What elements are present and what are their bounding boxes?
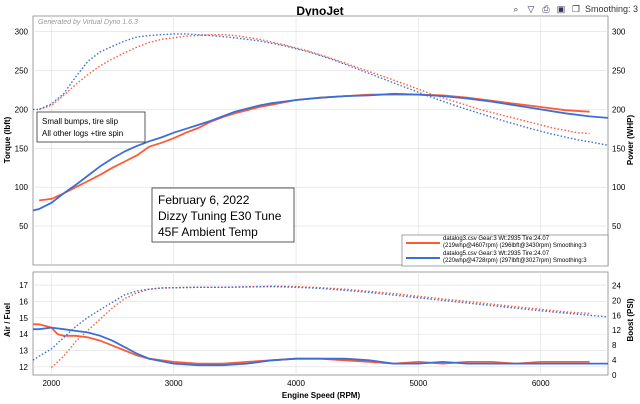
torque-tick-label: 300	[15, 28, 29, 37]
power-tick-label: 200	[612, 105, 626, 114]
legend-label-datalog5: datalog5.csv Gear:3 Wt:2935 Tire:24.07	[443, 251, 550, 257]
x-tick-label: 6000	[532, 379, 550, 388]
air-fuel-tick-label: 12	[19, 363, 28, 372]
power-tick-label: 250	[612, 66, 626, 75]
tire-slip-note-line1: Small bumps, tire slip	[42, 117, 119, 126]
torque-tick-label: 50	[19, 222, 28, 231]
boost-tick-label: 0	[612, 371, 617, 380]
air-fuel-line-datalog3	[33, 323, 590, 365]
air-fuel-tick-label: 16	[19, 297, 28, 306]
toolbar: ⌕ ▽ ⎙ ▣ ❐ Smoothing: 3	[510, 2, 638, 16]
legend-detail-datalog5: (220whp@4728rpm) (297lbft@3027rpm) Smoot…	[443, 258, 587, 264]
torque-line-datalog3	[38, 34, 590, 135]
power-tick-label: 50	[612, 222, 621, 231]
top-plot-series	[32, 33, 609, 212]
x-tick-label: 2000	[42, 379, 60, 388]
power-line-datalog5	[32, 92, 609, 212]
torque-tick-label: 200	[15, 105, 29, 114]
air-fuel-tick-label: 15	[19, 314, 28, 323]
x-tick-label: 5000	[409, 379, 427, 388]
print-icon[interactable]: ⎙	[542, 3, 550, 14]
boost-line-datalog3	[50, 285, 590, 369]
tune-info-date: February 6, 2022	[158, 193, 250, 207]
torque-tick-label: 150	[15, 144, 29, 153]
boost-tick-label: 24	[612, 281, 621, 290]
tune-info-note: February 6, 2022 Dizzy Tuning E30 Tune 4…	[151, 187, 295, 243]
tune-info-temp: 45F Ambient Temp	[158, 225, 258, 239]
boost-tick-label: 16	[612, 311, 621, 320]
boost-line-datalog5	[32, 285, 609, 361]
tune-info-tune: Dizzy Tuning E30 Tune	[158, 209, 282, 223]
x-tick-label: 3000	[165, 379, 183, 388]
window-title: DynoJet	[296, 4, 344, 18]
smoothing-dropdown[interactable]: Smoothing: 3	[584, 4, 638, 14]
power-axis-label: Power (WHP)	[626, 115, 635, 166]
air-fuel-tick-label: 17	[19, 281, 28, 290]
torque-tick-label: 250	[15, 66, 29, 75]
power-tick-label: 100	[612, 183, 626, 192]
legend: datalog3.csv Gear:3 Wt:2935 Tire:24.07 (…	[401, 234, 609, 267]
torque-tick-label: 100	[15, 183, 29, 192]
save-icon[interactable]: ▣	[556, 3, 566, 14]
torque-axis-label: Torque (lbft)	[3, 116, 12, 163]
boost-tick-label: 8	[612, 341, 617, 350]
watermark-text: Generated by Virtual Dyno 1.6.3	[38, 19, 138, 26]
filter-icon[interactable]: ▽	[527, 3, 535, 14]
bottom-plot-grid: 2000 3000 4000 5000 6000 12 13 14 15 16 17 0 4 8 12 16 2…	[19, 271, 621, 388]
copy-icon[interactable]: ❐	[571, 3, 580, 14]
power-tick-label: 300	[612, 28, 626, 37]
power-tick-label: 150	[612, 144, 626, 153]
boost-tick-label: 12	[612, 326, 621, 335]
tire-slip-note-line2: All other logs +tire spin	[42, 129, 123, 138]
boost-tick-label: 4	[612, 356, 617, 365]
air-fuel-line-datalog5	[33, 326, 608, 367]
bottom-plot-series	[32, 285, 609, 369]
engine-speed-axis-label: Engine Speed (RPM)	[282, 391, 361, 400]
air-fuel-tick-label: 14	[19, 330, 28, 339]
air-fuel-axis-label: Air / Fuel	[3, 303, 12, 337]
search-icon[interactable]: ⌕	[513, 3, 519, 14]
x-tick-label: 4000	[287, 379, 305, 388]
tire-slip-note: Small bumps, tire slip All other logs +t…	[36, 111, 146, 143]
air-fuel-tick-label: 13	[19, 346, 28, 355]
boost-axis-label: Boost (PSI)	[626, 298, 635, 341]
legend-detail-datalog3: (219whp@4607rpm) (296lbft@3430rpm) Smoot…	[443, 243, 587, 249]
boost-tick-label: 20	[612, 296, 621, 305]
legend-label-datalog3: datalog3.csv Gear:3 Wt:2935 Tire:24.07	[443, 236, 550, 242]
